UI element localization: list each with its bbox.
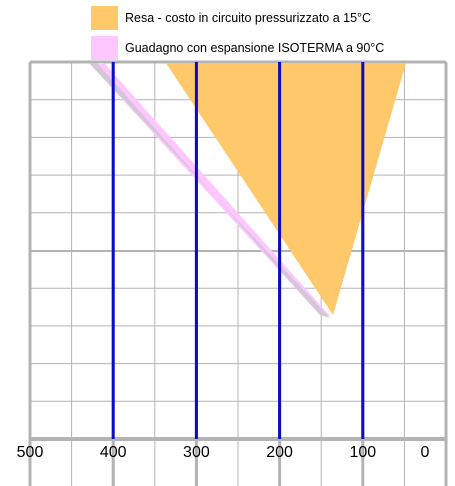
x-tick-0: 0 (421, 444, 430, 461)
legend-item-guadagno: Guadagno con espansione ISOTERMA a 90°C (91, 36, 384, 60)
x-tick-500: 500 (17, 444, 44, 461)
pink-overlap (166, 63, 258, 200)
legend-label-guadagno: Guadagno con espansione ISOTERMA a 90°C (125, 41, 385, 55)
x-tick-labels: 500 400 300 200 100 0 (17, 444, 430, 461)
legend-label-resa: Resa - costo in circuito pressurizzato a… (125, 11, 372, 25)
x-tick-400: 400 (100, 444, 127, 461)
legend-swatch-pink (91, 36, 118, 60)
blue-lines (111, 62, 365, 439)
x-tick-200: 200 (266, 444, 293, 461)
legend-swatch-orange (91, 6, 118, 30)
legend-item-resa: Resa - costo in circuito pressurizzato a… (91, 6, 371, 30)
gray-wedge (89, 63, 330, 318)
x-tick-100: 100 (349, 444, 376, 461)
x-tick-300: 300 (183, 444, 210, 461)
